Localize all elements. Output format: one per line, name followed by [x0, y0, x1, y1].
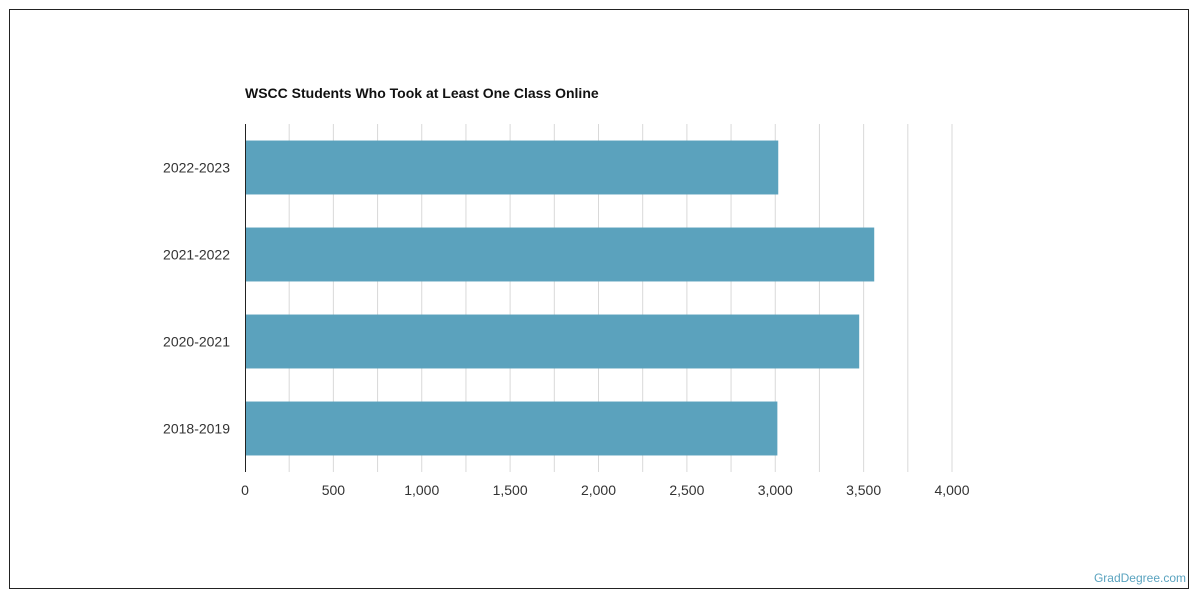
x-tick-label: 500 [322, 482, 346, 498]
bar-2020-2021 [245, 314, 860, 369]
x-tick-label: 3,500 [846, 482, 881, 498]
bar-2018-2019 [245, 401, 778, 456]
category-label: 2021-2022 [163, 247, 230, 263]
category-label: 2020-2021 [163, 334, 230, 350]
category-label: 2022-2023 [163, 160, 230, 176]
x-tick-label: 2,000 [581, 482, 616, 498]
x-tick-label: 4,000 [934, 482, 969, 498]
chart-title: WSCC Students Who Took at Least One Clas… [245, 85, 599, 101]
bar-2021-2022 [245, 227, 875, 282]
category-label: 2018-2019 [163, 421, 230, 437]
x-tick-label: 3,000 [758, 482, 793, 498]
x-tick-label: 2,500 [669, 482, 704, 498]
x-tick-label: 1,500 [493, 482, 528, 498]
bar-2022-2023 [245, 140, 779, 195]
watermark-link[interactable]: GradDegree.com [1093, 571, 1186, 585]
x-tick-label: 1,000 [404, 482, 439, 498]
x-tick-label: 0 [241, 482, 249, 498]
